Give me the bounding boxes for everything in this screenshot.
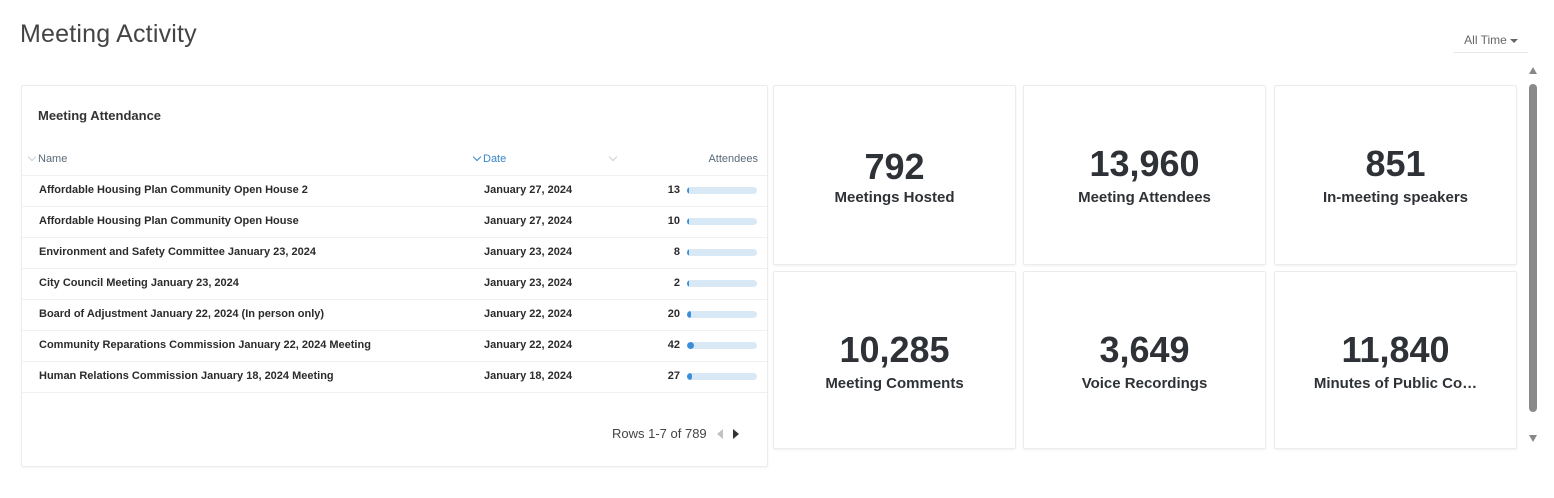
attendee-bar xyxy=(687,280,757,287)
page-title: Meeting Activity xyxy=(20,20,197,48)
stat-value: 10,285 xyxy=(839,329,950,370)
attendee-bar-fill xyxy=(687,218,689,225)
attendee-count: 27 xyxy=(667,370,680,382)
meeting-name: Board of Adjustment January 22, 2024 (In… xyxy=(39,308,325,320)
table-row[interactable]: Affordable Housing Plan Community Open H… xyxy=(22,206,767,237)
attendee-bar-fill xyxy=(687,187,690,194)
attendee-count: 13 xyxy=(667,184,680,196)
attendee-count: 8 xyxy=(673,246,680,258)
stat-card-meetings-hosted: 792 Meetings Hosted xyxy=(773,85,1016,265)
sort-chevron-icon xyxy=(27,152,37,162)
stat-label: Meeting Attendees xyxy=(1078,189,1211,206)
meeting-name: Affordable Housing Plan Community Open H… xyxy=(39,215,299,227)
meeting-name: Human Relations Commission January 18, 2… xyxy=(39,370,334,382)
attendee-count: 20 xyxy=(667,308,680,320)
table-row[interactable]: Human Relations Commission January 18, 2… xyxy=(22,361,767,393)
sort-chevron-icon xyxy=(472,152,482,162)
column-header-label: Name xyxy=(38,153,68,165)
attendee-bar-fill xyxy=(687,311,691,318)
stat-label: Meeting Comments xyxy=(825,375,964,392)
meeting-date: January 27, 2024 xyxy=(484,184,573,196)
table-row[interactable]: City Council Meeting January 23, 2024 Ja… xyxy=(22,268,767,299)
meeting-date: January 27, 2024 xyxy=(484,215,573,227)
attendee-bar xyxy=(687,187,757,194)
stat-label: Voice Recordings xyxy=(1081,375,1208,392)
attendee-bar-fill xyxy=(687,373,692,380)
stat-value: 792 xyxy=(864,146,925,187)
stat-label: Minutes of Public Co… xyxy=(1313,375,1478,392)
attendee-bar-fill xyxy=(687,280,689,287)
meeting-name: Environment and Safety Committee January… xyxy=(39,246,316,258)
pager-label: Rows 1-7 of 789 xyxy=(612,426,707,441)
attendee-bar xyxy=(687,373,757,380)
column-header-label: Attendees xyxy=(708,153,758,165)
attendee-bar xyxy=(687,311,757,318)
scroll-up-arrow-icon[interactable] xyxy=(1529,67,1537,74)
table-row[interactable]: Environment and Safety Committee January… xyxy=(22,237,767,268)
stat-card-meeting-comments: 10,285 Meeting Comments xyxy=(773,271,1016,449)
stat-card-in-meeting-speakers: 851 In-meeting speakers xyxy=(1274,85,1517,265)
column-header-label: Date xyxy=(483,153,507,165)
time-filter-dropdown[interactable]: All Time xyxy=(1454,28,1528,53)
attendee-count: 2 xyxy=(673,277,680,289)
meeting-attendance-card: Meeting Attendance Name Date Attendees A… xyxy=(21,85,768,467)
stat-card-voice-recordings: 3,649 Voice Recordings xyxy=(1023,271,1266,449)
stat-value: 13,960 xyxy=(1089,143,1200,184)
attendee-count: 10 xyxy=(667,215,680,227)
time-filter-label: All Time xyxy=(1464,33,1507,47)
attendee-bar xyxy=(687,218,757,225)
table-row[interactable]: Affordable Housing Plan Community Open H… xyxy=(22,175,767,206)
attendee-bar-fill xyxy=(687,342,694,349)
stat-card-meeting-attendees: 13,960 Meeting Attendees xyxy=(1023,85,1266,265)
caret-down-icon xyxy=(1509,39,1518,43)
column-header-name[interactable]: Name xyxy=(27,152,68,165)
stat-card-minutes-of-public-comment: 11,840 Minutes of Public Co… xyxy=(1274,271,1517,449)
stat-label: In-meeting speakers xyxy=(1322,189,1469,206)
vertical-scrollbar[interactable] xyxy=(1527,66,1539,444)
attendee-bar xyxy=(687,249,757,256)
meeting-date: January 23, 2024 xyxy=(484,277,573,289)
meeting-date: January 22, 2024 xyxy=(484,308,573,320)
stat-value: 3,649 xyxy=(1099,329,1190,370)
meeting-name: City Council Meeting January 23, 2024 xyxy=(39,277,239,289)
meeting-name: Affordable Housing Plan Community Open H… xyxy=(39,184,308,196)
table-row[interactable]: Board of Adjustment January 22, 2024 (In… xyxy=(22,299,767,330)
stat-value: 851 xyxy=(1365,143,1426,184)
meeting-name: Community Reparations Commission January… xyxy=(39,339,371,351)
stat-value: 11,840 xyxy=(1341,329,1450,370)
stat-label: Meetings Hosted xyxy=(834,189,955,206)
column-header-date[interactable]: Date xyxy=(472,152,507,165)
attendee-count: 42 xyxy=(667,339,680,351)
meeting-date: January 22, 2024 xyxy=(484,339,573,351)
attendance-table-body: Affordable Housing Plan Community Open H… xyxy=(22,175,767,393)
table-row[interactable]: Community Reparations Commission January… xyxy=(22,330,767,361)
sort-chevron-icon xyxy=(608,152,618,162)
attendee-bar-fill xyxy=(687,249,689,256)
scroll-down-arrow-icon[interactable] xyxy=(1529,435,1537,442)
table-pager: Rows 1-7 of 789 xyxy=(612,426,739,441)
next-page-icon[interactable] xyxy=(732,428,739,439)
meeting-date: January 18, 2024 xyxy=(484,370,573,382)
attendee-bar xyxy=(687,342,757,349)
scroll-thumb[interactable] xyxy=(1529,84,1537,412)
card-title: Meeting Attendance xyxy=(38,108,162,123)
previous-page-icon[interactable] xyxy=(716,428,723,439)
column-header-attendees[interactable]: Attendees xyxy=(608,152,758,165)
meeting-date: January 23, 2024 xyxy=(484,246,573,258)
